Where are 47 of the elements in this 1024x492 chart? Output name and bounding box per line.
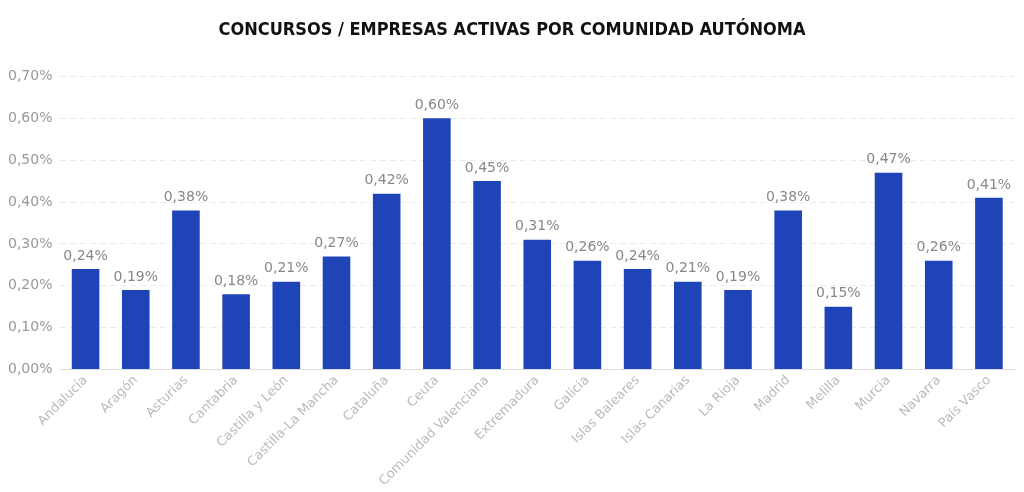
data-label: 0,45% — [464, 158, 510, 175]
bar — [71, 269, 100, 370]
data-label: 0,15% — [816, 284, 861, 301]
bar — [874, 172, 903, 370]
data-label: 0,19% — [715, 267, 761, 284]
data-label: 0,60% — [414, 95, 460, 112]
data-label: 0,21% — [665, 259, 711, 276]
bar — [272, 281, 301, 370]
data-label: 0,31% — [515, 217, 560, 234]
bar — [824, 306, 853, 370]
bar — [623, 269, 652, 370]
y-tick-label: 0,00% — [7, 360, 53, 377]
y-tick-label: 0,40% — [7, 192, 53, 209]
data-label: 0,38% — [765, 188, 811, 205]
y-tick-label: 0,20% — [7, 276, 53, 293]
bar — [121, 290, 150, 370]
y-tick-label: 0,10% — [7, 318, 53, 335]
data-label: 0,27% — [314, 234, 359, 251]
bar — [222, 294, 250, 370]
data-label: 0,18% — [213, 271, 259, 288]
bar — [372, 193, 401, 370]
chart-title: CONCURSOS / EMPRESAS ACTIVAS POR COMUNIDAD AUTÓNOMA — [217, 18, 807, 39]
data-label: 0,26% — [916, 238, 961, 255]
bar — [473, 181, 501, 370]
data-label: 0,42% — [364, 171, 409, 188]
bar — [573, 260, 602, 370]
bar — [924, 260, 953, 370]
data-label: 0,19% — [113, 267, 158, 284]
bar — [523, 239, 552, 370]
y-tick-label: 0,50% — [7, 150, 53, 167]
bar — [724, 290, 752, 370]
y-tick-label: 0,30% — [7, 234, 53, 251]
data-label: 0,38% — [163, 188, 209, 205]
bar — [673, 281, 702, 370]
data-label: 0,47% — [866, 150, 911, 167]
data-label: 0,24% — [615, 246, 660, 263]
data-label: 0,26% — [565, 238, 610, 255]
bar — [172, 210, 200, 370]
y-tick-label: 0,70% — [7, 67, 53, 84]
data-label: 0,41% — [966, 175, 1012, 192]
bar — [322, 256, 351, 370]
data-label: 0,21% — [264, 259, 309, 276]
bar — [774, 210, 802, 370]
bar — [975, 197, 1003, 370]
y-tick-label: 0,60% — [7, 108, 53, 125]
bar — [423, 118, 451, 370]
data-label: 0,24% — [63, 246, 108, 263]
